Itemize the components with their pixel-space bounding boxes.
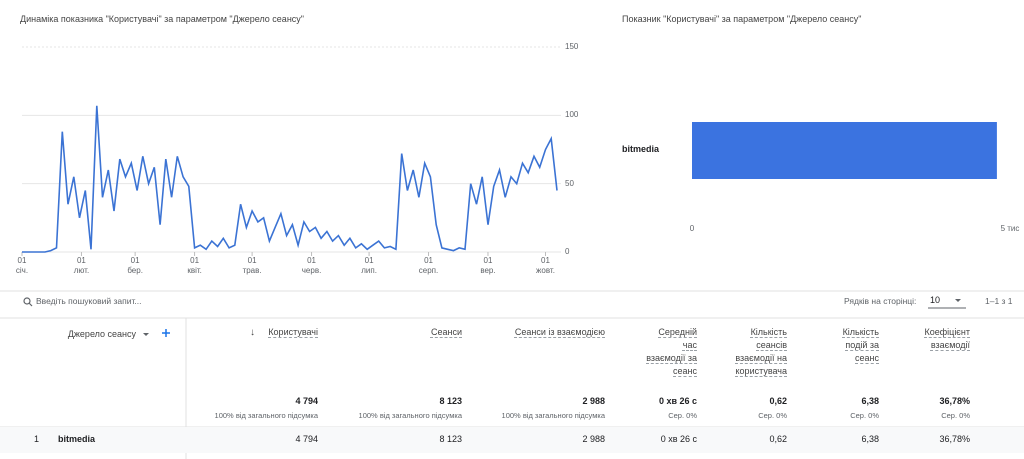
line <box>22 105 558 253</box>
search-input[interactable]: Введіть пошуковий запит... <box>36 296 142 306</box>
total-note: Сер. 0% <box>758 411 787 420</box>
column-header[interactable]: Коефіцієнт взаємодії <box>910 326 971 352</box>
total-note: 100% від загального підсумка <box>214 411 318 420</box>
x-tick-label: 0 <box>689 224 695 233</box>
category-label: bitmedia <box>622 144 660 154</box>
x-tick-label: 01 лют. <box>73 256 90 275</box>
x-tick-label: 01 жовт. <box>536 256 555 275</box>
x-tick-label: 01 серп. <box>418 256 439 275</box>
header-text[interactable]: Користувачі <box>268 327 318 337</box>
column-total: 2 988 <box>582 396 605 406</box>
column-total: 0,62 <box>769 396 787 406</box>
sort-icon: ↓ <box>250 327 255 338</box>
column-header[interactable]: Кількість сеансів взаємодії на користува… <box>727 326 787 378</box>
cell: 0,62 <box>769 434 787 444</box>
page-range: 1–1 з 1 <box>985 296 1013 306</box>
header-text[interactable]: Кількість подій за сеанс <box>842 327 879 363</box>
x-tick-label: 01 лип. <box>361 256 377 275</box>
column-header[interactable]: Сеанси <box>342 326 462 339</box>
y-tick-label: 50 <box>565 178 574 188</box>
cell: 36,78% <box>939 434 970 444</box>
column-header[interactable]: Середній час взаємодії за сеанс <box>645 326 697 378</box>
dimension-dropdown[interactable] <box>143 333 149 336</box>
column-header[interactable]: Сеанси із взаємодією <box>475 326 605 339</box>
dropdown-arrow[interactable] <box>955 299 961 302</box>
column-header[interactable]: Кількість подій за сеанс <box>827 326 879 365</box>
x-tick-label: 01 вер. <box>480 256 496 275</box>
add-dimension[interactable] <box>162 329 170 337</box>
total-note: Сер. 0% <box>941 411 970 420</box>
row-index: 1 <box>34 434 40 444</box>
header-text[interactable]: Середній час взаємодії за сеанс <box>646 327 697 376</box>
cell: 2 988 <box>582 434 605 444</box>
total-note: Сер. 0% <box>668 411 697 420</box>
column-total: 36,78% <box>939 396 970 406</box>
row-bg <box>0 427 1024 453</box>
column-total: 0 хв 26 с <box>658 396 697 406</box>
x-tick-label: 01 квіт. <box>187 256 202 275</box>
column-total: 6,38 <box>861 396 879 406</box>
rows-label: Рядків на сторінці: <box>844 296 917 306</box>
rows-select[interactable]: 10 <box>930 295 941 305</box>
header-text[interactable]: Сеанси із взаємодією <box>514 327 605 337</box>
cell: 8 123 <box>439 434 462 444</box>
cell: 0 хв 26 с <box>660 434 697 444</box>
row-name: bitmedia <box>58 434 96 444</box>
total-note: Сер. 0% <box>850 411 879 420</box>
total-note: 100% від загального підсумка <box>501 411 605 420</box>
x-tick-label: 01 бер. <box>127 256 143 275</box>
bar-chart-title: Показник "Користувачі" за параметром "Дж… <box>622 14 862 24</box>
header-text[interactable]: Сеанси <box>430 327 462 337</box>
bar <box>692 122 997 179</box>
total-note: 100% від загального підсумка <box>358 411 462 420</box>
search-icon <box>23 297 31 305</box>
line-chart-title: Динаміка показника "Користувачі" за пара… <box>20 14 304 24</box>
y-tick-label: 0 <box>565 247 570 256</box>
header-text[interactable]: Кількість сеансів взаємодії на користува… <box>735 327 787 376</box>
x-tick-label: 01 черв. <box>301 256 322 275</box>
search-icon <box>28 302 33 307</box>
cell: 4 794 <box>295 434 318 444</box>
column-header[interactable]: Користувачі <box>198 326 318 339</box>
cell: 6,38 <box>861 434 879 444</box>
header-text[interactable]: Коефіцієнт взаємодії <box>924 327 971 350</box>
y-tick-label: 150 <box>565 42 579 51</box>
column-total: 4 794 <box>295 396 318 406</box>
y-tick-label: 100 <box>565 110 579 120</box>
dimension-header[interactable]: Джерело сеансу <box>67 329 136 339</box>
column-total: 8 123 <box>439 396 462 406</box>
x-tick-label: 5 тис <box>1000 224 1020 233</box>
x-tick-label: 01 січ. <box>15 256 29 275</box>
x-tick-label: 01 трав. <box>242 256 262 275</box>
